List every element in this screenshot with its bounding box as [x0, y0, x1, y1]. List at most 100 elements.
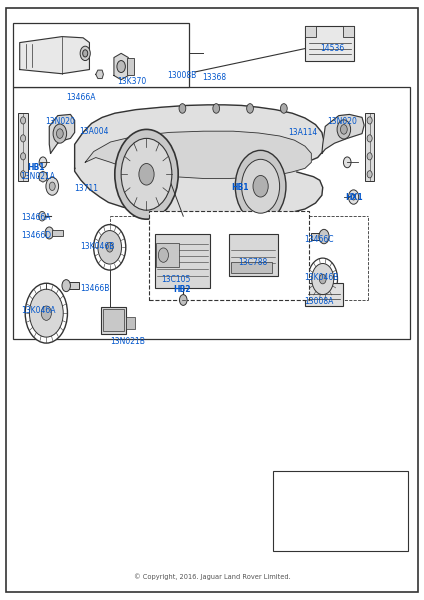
Text: 13008B: 13008B	[167, 71, 197, 80]
Circle shape	[242, 160, 279, 213]
Bar	[311, 233, 323, 240]
Bar	[156, 243, 179, 267]
Circle shape	[49, 182, 55, 190]
Bar	[101, 307, 126, 334]
Text: 13N020: 13N020	[45, 117, 75, 126]
Circle shape	[312, 263, 334, 295]
Circle shape	[29, 289, 63, 337]
Polygon shape	[322, 115, 364, 154]
Bar	[229, 234, 277, 276]
Text: HX1: HX1	[345, 193, 363, 202]
Circle shape	[80, 46, 90, 61]
Circle shape	[20, 135, 25, 142]
Circle shape	[351, 194, 356, 200]
Text: 4170105: 4170105	[324, 481, 357, 490]
Circle shape	[83, 50, 88, 57]
Bar	[52, 230, 63, 236]
Bar	[14, 23, 189, 88]
Text: 13466A: 13466A	[66, 93, 96, 102]
Circle shape	[41, 306, 51, 320]
Circle shape	[20, 153, 25, 160]
Bar	[155, 234, 210, 288]
Text: 13466B: 13466B	[80, 284, 109, 293]
Bar	[343, 26, 354, 37]
Circle shape	[117, 61, 126, 73]
Circle shape	[20, 117, 25, 124]
Text: 13466C: 13466C	[304, 235, 334, 244]
Text: 13A004: 13A004	[79, 127, 109, 136]
Text: © Copyright, 2016. Jaguar Land Rover Limited.: © Copyright, 2016. Jaguar Land Rover Lim…	[134, 573, 290, 580]
Circle shape	[53, 124, 67, 143]
Polygon shape	[39, 171, 47, 182]
Circle shape	[319, 274, 326, 284]
Circle shape	[367, 170, 372, 178]
Circle shape	[179, 295, 187, 305]
Polygon shape	[75, 105, 324, 217]
Polygon shape	[85, 131, 311, 178]
Circle shape	[56, 129, 63, 139]
Circle shape	[121, 139, 172, 210]
Circle shape	[25, 283, 67, 343]
Text: P0134429-04: P0134429-04	[314, 518, 367, 527]
Text: 03-2011: 03-2011	[324, 494, 357, 503]
Circle shape	[253, 175, 268, 197]
Polygon shape	[49, 115, 75, 154]
Text: 13N021B: 13N021B	[111, 337, 145, 346]
Circle shape	[337, 120, 351, 139]
Circle shape	[367, 135, 372, 142]
Text: 13K046B: 13K046B	[80, 242, 114, 251]
Bar	[126, 317, 135, 329]
Bar	[68, 282, 79, 289]
Circle shape	[247, 104, 254, 113]
Circle shape	[20, 170, 25, 178]
Bar	[14, 88, 410, 339]
Circle shape	[115, 130, 178, 219]
Text: 13K046A: 13K046A	[21, 305, 56, 314]
Circle shape	[367, 153, 372, 160]
Circle shape	[213, 104, 220, 113]
Bar	[273, 470, 407, 551]
Circle shape	[46, 177, 59, 195]
Circle shape	[349, 190, 359, 204]
Circle shape	[367, 117, 372, 124]
Bar	[305, 26, 315, 37]
Bar	[305, 26, 354, 61]
Text: LT: LT	[336, 506, 346, 515]
Polygon shape	[114, 53, 128, 80]
Text: 13K046B: 13K046B	[304, 274, 338, 283]
Polygon shape	[20, 37, 89, 74]
Circle shape	[62, 280, 70, 292]
Circle shape	[158, 248, 168, 262]
Text: HB1: HB1	[231, 183, 248, 192]
Circle shape	[319, 229, 329, 244]
Bar	[19, 113, 28, 181]
Circle shape	[343, 157, 351, 168]
Circle shape	[39, 157, 47, 168]
Circle shape	[235, 151, 286, 222]
Circle shape	[139, 164, 154, 185]
Text: 13466D: 13466D	[21, 231, 51, 240]
Text: 13711: 13711	[74, 184, 98, 193]
Text: 13008A: 13008A	[304, 297, 334, 306]
Text: 14536: 14536	[320, 44, 344, 53]
Polygon shape	[96, 70, 103, 79]
Text: 13C105: 13C105	[161, 275, 191, 284]
Text: 13368: 13368	[203, 73, 227, 82]
Circle shape	[45, 227, 53, 239]
Text: 13N021A: 13N021A	[20, 172, 56, 181]
Circle shape	[280, 104, 287, 113]
Text: 13K370: 13K370	[117, 77, 146, 86]
Bar	[365, 113, 374, 181]
Circle shape	[106, 242, 113, 252]
Text: 13C788: 13C788	[238, 259, 268, 268]
Text: 13N020: 13N020	[327, 117, 357, 126]
Text: HB2: HB2	[173, 285, 191, 294]
Circle shape	[94, 224, 126, 270]
Bar	[148, 211, 309, 300]
Text: 13466A: 13466A	[21, 213, 50, 222]
Bar	[231, 262, 273, 273]
Text: 13A114: 13A114	[288, 128, 317, 137]
Text: HB1: HB1	[27, 163, 45, 172]
Circle shape	[308, 258, 338, 300]
Bar	[103, 309, 124, 331]
